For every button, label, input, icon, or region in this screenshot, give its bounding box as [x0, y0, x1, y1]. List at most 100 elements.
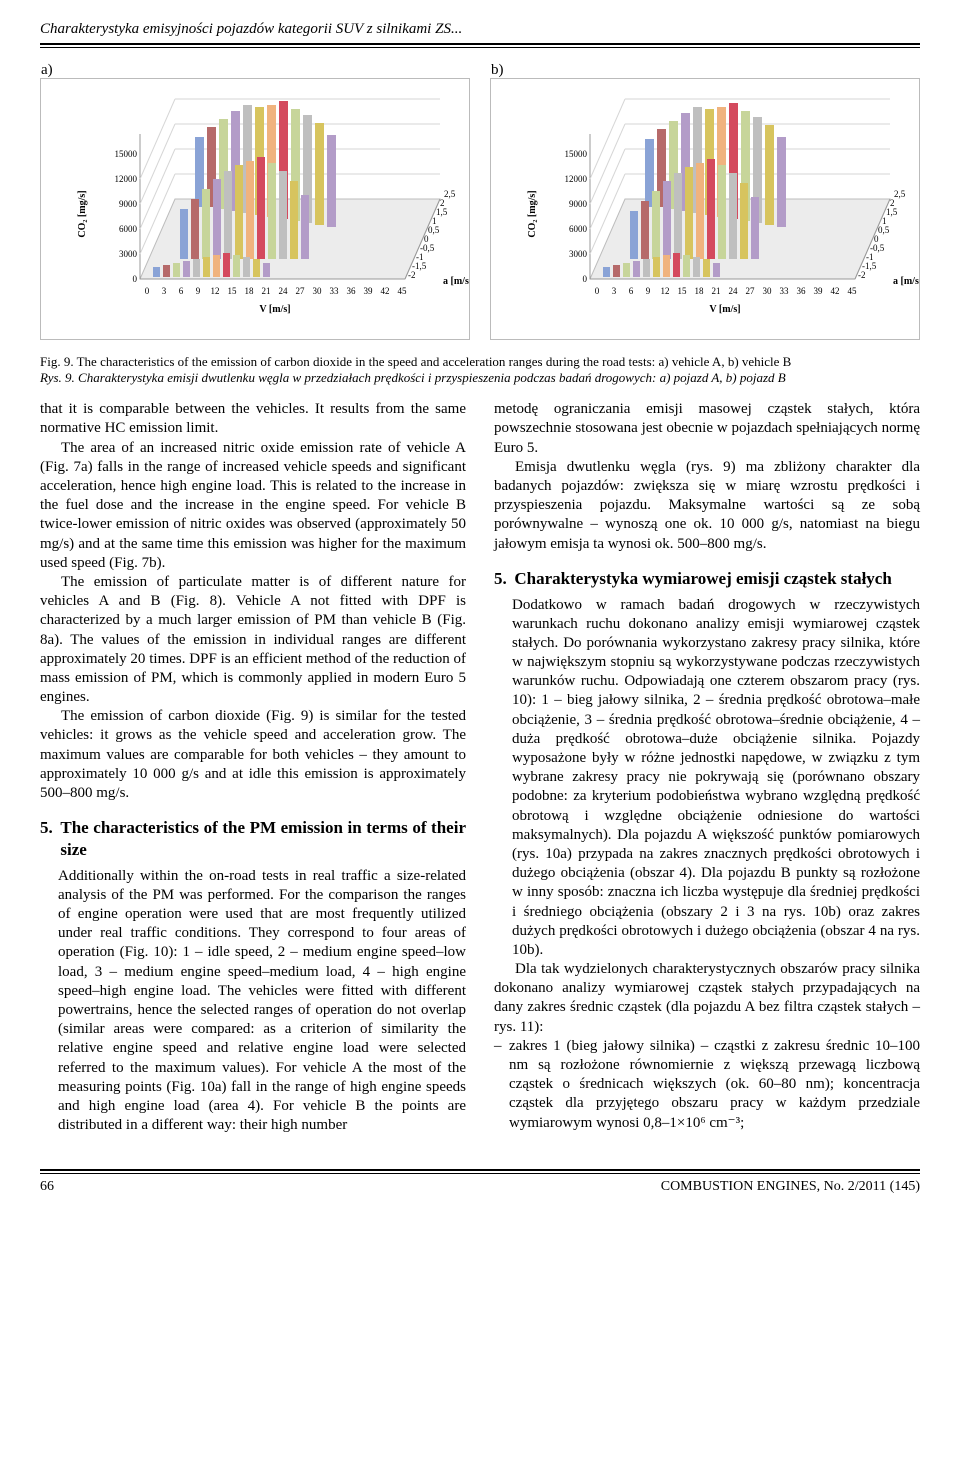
svg-text:9: 9 — [646, 286, 651, 296]
svg-text:1,5: 1,5 — [436, 207, 448, 217]
running-head: Charakterystyka emisyjności pojazdów kat… — [40, 20, 920, 43]
svg-text:9000: 9000 — [119, 199, 138, 209]
svg-text:27: 27 — [296, 286, 306, 296]
bullet-list: zakres 1 (bieg jałowy silnika) – cząstki… — [494, 1037, 920, 1133]
para: Dodatkowo w ramach badań drogowych w rze… — [494, 596, 920, 961]
svg-text:V [m/s]: V [m/s] — [259, 304, 290, 315]
svg-text:3: 3 — [612, 286, 617, 296]
svg-text:18: 18 — [695, 286, 705, 296]
svg-text:-1,5: -1,5 — [862, 261, 877, 271]
svg-text:24: 24 — [729, 286, 739, 296]
para: The emission of particulate matter is of… — [40, 573, 466, 707]
section-5-heading-en: 5. The characteristics of the PM emissio… — [40, 817, 466, 861]
svg-text:15: 15 — [678, 286, 688, 296]
svg-text:2: 2 — [890, 198, 895, 208]
body-columns: that it is comparable between the vehicl… — [40, 400, 920, 1135]
svg-text:0: 0 — [133, 274, 138, 284]
svg-text:3000: 3000 — [119, 249, 138, 259]
svg-text:6: 6 — [629, 286, 634, 296]
para: metodę ograniczania emisji masowej cząst… — [494, 400, 920, 458]
para: The area of an increased nitric oxide em… — [40, 439, 466, 573]
svg-text:15000: 15000 — [115, 149, 138, 159]
chart-3d-a: 0 3000 6000 9000 12000 15000 0 3 6 9 12 … — [41, 79, 469, 339]
svg-text:-1: -1 — [416, 252, 424, 262]
svg-text:24: 24 — [279, 286, 289, 296]
svg-text:6: 6 — [179, 286, 184, 296]
svg-text:42: 42 — [381, 286, 390, 296]
column-left: that it is comparable between the vehicl… — [40, 400, 466, 1135]
page-footer: 66 COMBUSTION ENGINES, No. 2/2011 (145) — [40, 1169, 920, 1197]
heading-text: The characteristics of the PM emission i… — [60, 817, 466, 861]
svg-text:6000: 6000 — [119, 224, 138, 234]
journal-ref: COMBUSTION ENGINES, No. 2/2011 (145) — [661, 1178, 920, 1196]
figure-9-panel-a: a) — [40, 78, 470, 340]
svg-text:9000: 9000 — [569, 199, 588, 209]
figure-9-row: a) — [40, 78, 920, 340]
svg-text:6000: 6000 — [569, 224, 588, 234]
svg-text:V [m/s]: V [m/s] — [709, 304, 740, 315]
svg-text:39: 39 — [814, 286, 824, 296]
svg-text:39: 39 — [364, 286, 374, 296]
svg-text:12000: 12000 — [565, 174, 588, 184]
column-right: metodę ograniczania emisji masowej cząst… — [494, 400, 920, 1135]
svg-text:a [m/s²]: a [m/s²] — [443, 276, 469, 287]
svg-text:33: 33 — [330, 286, 340, 296]
svg-text:9: 9 — [196, 286, 201, 296]
svg-text:3: 3 — [162, 286, 167, 296]
svg-text:18: 18 — [245, 286, 255, 296]
svg-text:-1: -1 — [866, 252, 874, 262]
svg-text:0: 0 — [595, 286, 600, 296]
svg-text:2: 2 — [440, 198, 445, 208]
para: Dla tak wydzielonych charakterystycznych… — [494, 960, 920, 1037]
header-rule — [40, 43, 920, 48]
svg-text:a [m/s²]: a [m/s²] — [893, 276, 919, 287]
svg-text:12000: 12000 — [115, 174, 138, 184]
svg-text:30: 30 — [313, 286, 323, 296]
svg-text:CO₂ [mg/s]: CO₂ [mg/s] — [527, 190, 538, 237]
panel-label-a: a) — [41, 61, 53, 80]
caption-en: Fig. 9. The characteristics of the emiss… — [40, 354, 791, 369]
svg-text:42: 42 — [831, 286, 840, 296]
svg-text:0,5: 0,5 — [878, 225, 890, 235]
para: The emission of carbon dioxide (Fig. 9) … — [40, 707, 466, 803]
svg-text:0: 0 — [874, 234, 879, 244]
svg-text:CO₂ [mg/s]: CO₂ [mg/s] — [77, 190, 88, 237]
svg-text:3000: 3000 — [569, 249, 588, 259]
svg-text:1: 1 — [882, 216, 887, 226]
svg-text:36: 36 — [347, 286, 357, 296]
svg-text:-0,5: -0,5 — [870, 243, 885, 253]
svg-text:21: 21 — [712, 286, 721, 296]
page-number: 66 — [40, 1178, 54, 1196]
svg-text:1: 1 — [432, 216, 437, 226]
svg-text:0: 0 — [145, 286, 150, 296]
svg-text:45: 45 — [398, 286, 408, 296]
chart-3d-b: 0 3000 6000 9000 12000 15000 0 3 6 9 12 … — [491, 79, 919, 339]
section-5-heading-pl: 5. Charakterystyka wymiarowej emisji czą… — [494, 568, 920, 590]
svg-text:2,5: 2,5 — [894, 189, 906, 199]
svg-text:33: 33 — [780, 286, 790, 296]
heading-text: Charakterystyka wymiarowej emisji cząste… — [514, 568, 920, 590]
svg-text:12: 12 — [661, 286, 670, 296]
figure-9-panel-b: b) — [490, 78, 920, 340]
caption-pl: Rys. 9. Charakterystyka emisji dwutlenku… — [40, 370, 786, 385]
svg-text:2,5: 2,5 — [444, 189, 456, 199]
para: Emisja dwutlenku węgla (rys. 9) ma zbliż… — [494, 458, 920, 554]
svg-text:-1,5: -1,5 — [412, 261, 427, 271]
list-item: zakres 1 (bieg jałowy silnika) – cząstki… — [494, 1037, 920, 1133]
svg-text:36: 36 — [797, 286, 807, 296]
panel-label-b: b) — [491, 61, 504, 80]
svg-text:0: 0 — [583, 274, 588, 284]
svg-text:45: 45 — [848, 286, 858, 296]
svg-text:-2: -2 — [408, 270, 416, 280]
figure-9-caption: Fig. 9. The characteristics of the emiss… — [40, 354, 920, 387]
svg-text:0: 0 — [424, 234, 429, 244]
svg-text:12: 12 — [211, 286, 220, 296]
svg-text:21: 21 — [262, 286, 271, 296]
svg-text:15000: 15000 — [565, 149, 588, 159]
heading-number: 5. — [40, 817, 60, 861]
para: that it is comparable between the vehicl… — [40, 400, 466, 438]
svg-text:27: 27 — [746, 286, 756, 296]
svg-text:30: 30 — [763, 286, 773, 296]
svg-text:-2: -2 — [858, 270, 866, 280]
svg-text:15: 15 — [228, 286, 238, 296]
